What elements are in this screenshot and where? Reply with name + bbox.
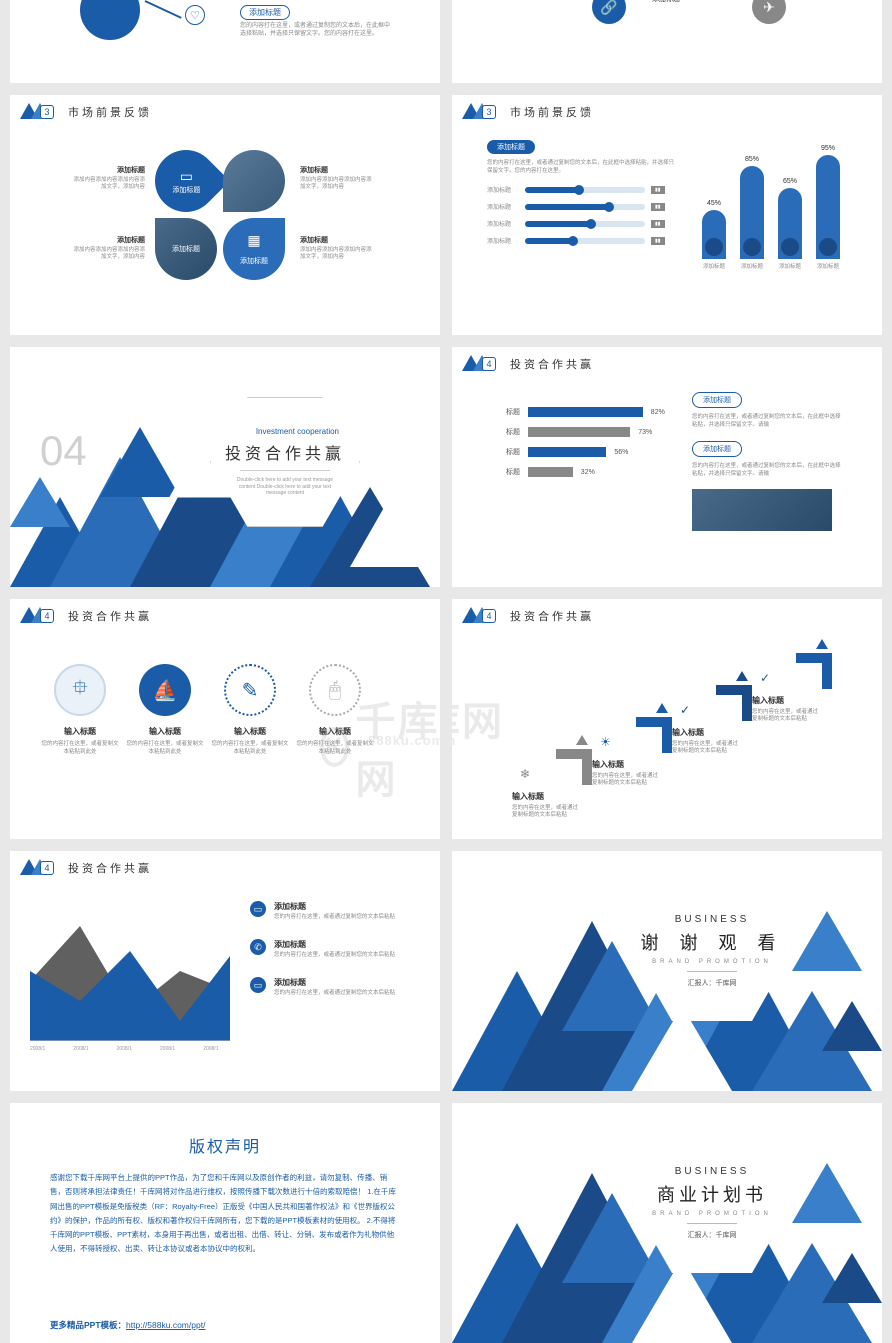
right-panel: 添加标题 您的内容打在这里，或者通过复制您的文本后，在此框中选择粘贴，并选择只保… xyxy=(692,392,842,531)
section-number: 4 xyxy=(482,357,496,371)
label-4: 添加标题添加内容添加内容添加内容添加文字，添加内容 xyxy=(300,235,375,261)
presenter: 汇报人：千库网 xyxy=(688,978,737,988)
tag-1-desc: 您的内容打在这里，或者通过复制您的文本后，在此框中选择粘贴，并选择只保留文字。请… xyxy=(692,414,842,429)
icon-label: 添加标题 xyxy=(652,0,680,4)
slider-row: 添加标题 ▮▮ xyxy=(487,236,677,245)
section-number: 3 xyxy=(40,105,54,119)
slider-row: 添加标题 ▮▮ xyxy=(487,219,677,228)
label-1: 添加标题添加内容添加内容添加内容添加文字，添加内容 xyxy=(70,165,145,191)
section-number: 4 xyxy=(40,609,54,623)
copyright-link[interactable]: http://588ku.com/ppt/ xyxy=(126,1320,205,1330)
drop-1: ▭添加标题 xyxy=(142,137,230,225)
bullet-item: ✆ 添加标题您的内容打在这里，或者通过复制您的文本后粘贴 xyxy=(250,939,404,959)
bulb-icon: ♡ xyxy=(185,5,205,25)
slider-row: 添加标题 ▮▮ xyxy=(487,185,677,194)
watermark-domain: 588ku.com xyxy=(452,733,456,748)
vbar: 45% A 添加标题 xyxy=(702,200,726,271)
arrow-line xyxy=(145,0,182,19)
slide-title: 投资合作共赢 xyxy=(68,860,152,876)
section-number: 4 xyxy=(482,609,496,623)
hbar-row: 标题 56% xyxy=(492,447,665,457)
slide-title: 市场前景反馈 xyxy=(510,104,594,120)
label-2: 添加标题添加内容添加内容添加内容添加文字，添加内容 xyxy=(300,165,375,191)
en-title: BUSINESS xyxy=(675,1166,750,1177)
desc-text: 您的内容打在这里，或者通过复制您的文本后，在此框中选择粘贴，并选择只保留文字。您… xyxy=(487,160,677,175)
section-number: 4 xyxy=(40,861,54,875)
tag-2-desc: 您的内容打在这里，或者通过复制您的文本后，在此框中选择粘贴，并选择只保留文字。请… xyxy=(692,463,842,478)
slide-invest-hbar: 4 投资合作共赢 标题 82% 标题 73% 标题 56% 标题 32% 添加标题… xyxy=(452,347,882,587)
presenter: 汇报人：千库网 xyxy=(688,1230,737,1240)
cn-title: 商业计划书 xyxy=(657,1181,767,1207)
hbar-row: 标题 73% xyxy=(492,427,665,437)
slide-title: 投资合作共赢 xyxy=(510,608,594,624)
drop-4: ▦添加标题 xyxy=(223,218,285,280)
slide-title: 投资合作共赢 xyxy=(510,356,594,372)
section-sub: Double-click here to add your text messa… xyxy=(211,477,359,497)
circle-icon xyxy=(80,0,140,40)
plane-icon: ✈ xyxy=(752,0,786,24)
drop-3-image: 添加标题 xyxy=(155,218,217,280)
section-cn: 投资合作共赢 xyxy=(225,440,345,464)
slider-block: 添加标题 您的内容打在这里，或者通过复制您的文本后，在此框中选择粘贴，并选择只保… xyxy=(487,140,677,253)
watermark-brand: 千库网 xyxy=(452,689,504,747)
horizontal-bars: 标题 82% 标题 73% 标题 56% 标题 32% xyxy=(492,407,665,487)
bullet-item: ▭ 添加标题您的内容打在这里，或者通过复制您的文本后粘贴 xyxy=(250,977,404,997)
sub-title: BRAND PROMOTION xyxy=(652,959,772,965)
slide-market-feedback-bars: 3 市场前景反馈 添加标题 您的内容打在这里，或者通过复制您的文本后，在此框中选择… xyxy=(452,95,882,335)
slide-market-feedback-circles: 3 市场前景反馈 ▭添加标题 添加标题 ▦添加标题 添加标题添加内容添加内容添加内… xyxy=(10,95,440,335)
hbar-row: 标题 32% xyxy=(492,467,665,477)
tag-2: 添加标题 xyxy=(692,441,742,457)
brush-icon: ✎ xyxy=(224,664,276,716)
slide-title: 投资合作共赢 xyxy=(68,608,152,624)
bullet-item: ▭ 添加标题您的内容打在这里，或者通过复制您的文本后粘贴 xyxy=(250,901,404,921)
slide-section-divider: 04 Investment cooperation 投资合作共赢 Double-… xyxy=(10,347,440,587)
label-3: 添加标题添加内容添加内容添加内容添加文字，添加内容 xyxy=(70,235,145,261)
sailboat-icon: ⛵ xyxy=(139,664,191,716)
slide-thanks: BUSINESS 谢 谢 观 看 BRAND PROMOTION 汇报人：千库网 xyxy=(452,851,882,1091)
area-chart xyxy=(30,901,230,1041)
slide-cover: BUSINESS 商业计划书 BRAND PROMOTION 汇报人：千库网 xyxy=(452,1103,882,1343)
section-number: 3 xyxy=(482,105,496,119)
slide-partial-1: ♡ 添加标题 您的内容打在这里，或者通过复制您的文本后，在此框中选择粘贴，并选择… xyxy=(10,0,440,83)
slide-copyright: 版权声明 感谢您下载千库网平台上提供的PPT作品，为了您和千库网以及原创作者的利… xyxy=(10,1103,440,1343)
copyright-title: 版权声明 xyxy=(10,1133,440,1157)
pill-tag: 添加标题 xyxy=(487,140,535,154)
cn-title: 谢 谢 观 看 xyxy=(640,929,783,955)
drop-2-image xyxy=(223,150,285,212)
vertical-bars: 45% A 添加标题 85% B 添加标题 65% C 添加标题 95% D 添… xyxy=(702,140,840,270)
vbar: 65% C 添加标题 xyxy=(778,178,802,271)
sub-title: BRAND PROMOTION xyxy=(652,1211,772,1217)
slide-partial-2: 🔗 添加标题 ✈ xyxy=(452,0,882,83)
vbar: 95% D 添加标题 xyxy=(816,145,840,271)
mouse-icon: 🖱 xyxy=(309,664,361,716)
slider-row: 添加标题 ▮▮ xyxy=(487,202,677,211)
slide-invest-icons: 4投资合作共赢 ⯐输入标题您的内容打在这里，或者复制文本粘贴到此处 ⛵输入标题您… xyxy=(10,599,440,839)
desc-text: 您的内容打在这里，或者通过复制您的文本后，在此框中选择粘贴，并选择只保留文字。您… xyxy=(240,22,390,39)
slide-invest-steps: 4投资合作共赢 ❄ 输入标题 您的内容在这里，或者通过复制标题的文本后粘贴 ☀ … xyxy=(452,599,882,839)
tag-1: 添加标题 xyxy=(692,392,742,408)
en-title: BUSINESS xyxy=(675,914,750,925)
hbar-row: 标题 82% xyxy=(492,407,665,417)
slide-invest-area: 4 投资合作共赢 2008/12008/12008/12008/12008/1 ▭… xyxy=(10,851,440,1091)
vbar: 85% B 添加标题 xyxy=(740,156,764,271)
copyright-body: 感谢您下载千库网平台上提供的PPT作品，为了您和千库网以及原创作者的利益，请勿复… xyxy=(10,1157,440,1271)
slide-title: 市场前景反馈 xyxy=(68,104,152,120)
thumbnail-image xyxy=(692,489,832,531)
x-axis-labels: 2008/12008/12008/12008/12008/1 xyxy=(30,1046,218,1052)
section-big-number: 04 xyxy=(40,427,87,475)
watermark-domain: 588ku.com xyxy=(368,733,440,748)
bullet-list: ▭ 添加标题您的内容打在这里，或者通过复制您的文本后粘贴 ✆ 添加标题您的内容打… xyxy=(250,901,404,1015)
pill-tag: 添加标题 xyxy=(240,5,290,20)
copyright-link-row: 更多精品PPT模板：http://588ku.com/ppt/ xyxy=(50,1319,205,1331)
camera-icon: ⯐ xyxy=(54,664,106,716)
link-icon: 🔗 xyxy=(592,0,626,24)
section-en: Investment cooperation xyxy=(211,427,359,436)
